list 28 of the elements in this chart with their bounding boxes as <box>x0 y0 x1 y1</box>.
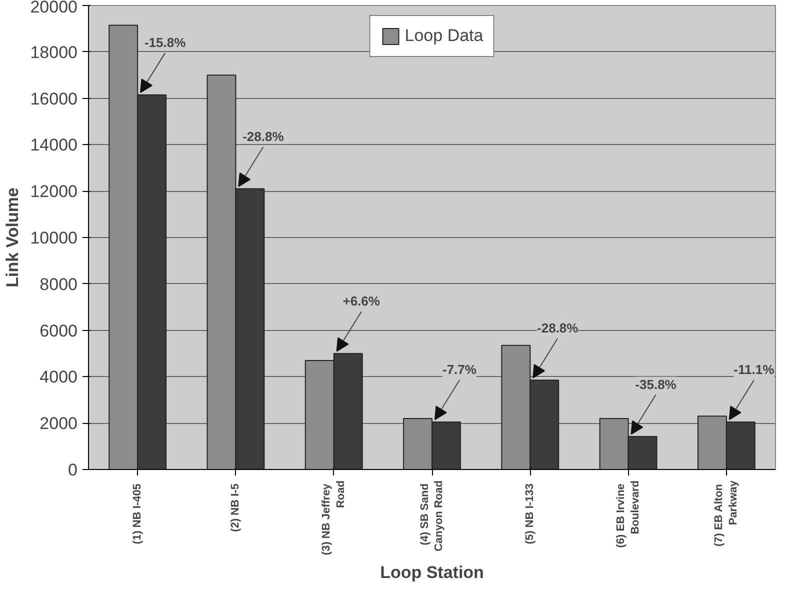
x-tick-label: (3) NB Jeffrey Road <box>320 480 348 556</box>
annotation: -11.1% <box>734 362 775 378</box>
y-tick-label: 12000 <box>30 182 78 202</box>
y-tick-label: 0 <box>68 460 78 480</box>
x-tick-label: (7) EB Alton Parkway <box>713 480 740 546</box>
y-tick-label: 2000 <box>40 414 78 434</box>
y-tick-label: 6000 <box>40 321 78 340</box>
x-tick-label: (4) SB Sand Canyon Road <box>418 480 446 552</box>
x-tick-label: (2) NB I-5 <box>230 484 242 532</box>
x-axis-title: Loop Station <box>380 563 484 582</box>
annotation: -28.8% <box>537 320 579 336</box>
x-tick-label: (1) NB I-405 <box>132 484 144 544</box>
y-axis-title: Link Volume <box>3 188 22 288</box>
annotation: -28.8% <box>242 129 284 144</box>
x-tick-label: (5) NB I-133 <box>524 484 536 544</box>
annotation: +6.6% <box>342 294 380 309</box>
y-tick-label: 8000 <box>40 274 78 294</box>
y-tick-label: 20000 <box>30 0 78 16</box>
annotation: -35.8% <box>635 376 677 392</box>
y-tick-label: 16000 <box>30 89 78 108</box>
y-tick-label: 4000 <box>40 368 78 387</box>
x-tick-label: (6) EB Irvine Boulevard <box>615 480 642 548</box>
annotation: -15.8% <box>144 35 186 50</box>
annotation: -7.7% <box>442 362 477 378</box>
y-tick-label: 14000 <box>30 136 78 155</box>
legend-label: Loop Data <box>404 26 484 46</box>
y-tick-label: 18000 <box>30 42 78 62</box>
y-tick-label: 10000 <box>30 228 78 248</box>
